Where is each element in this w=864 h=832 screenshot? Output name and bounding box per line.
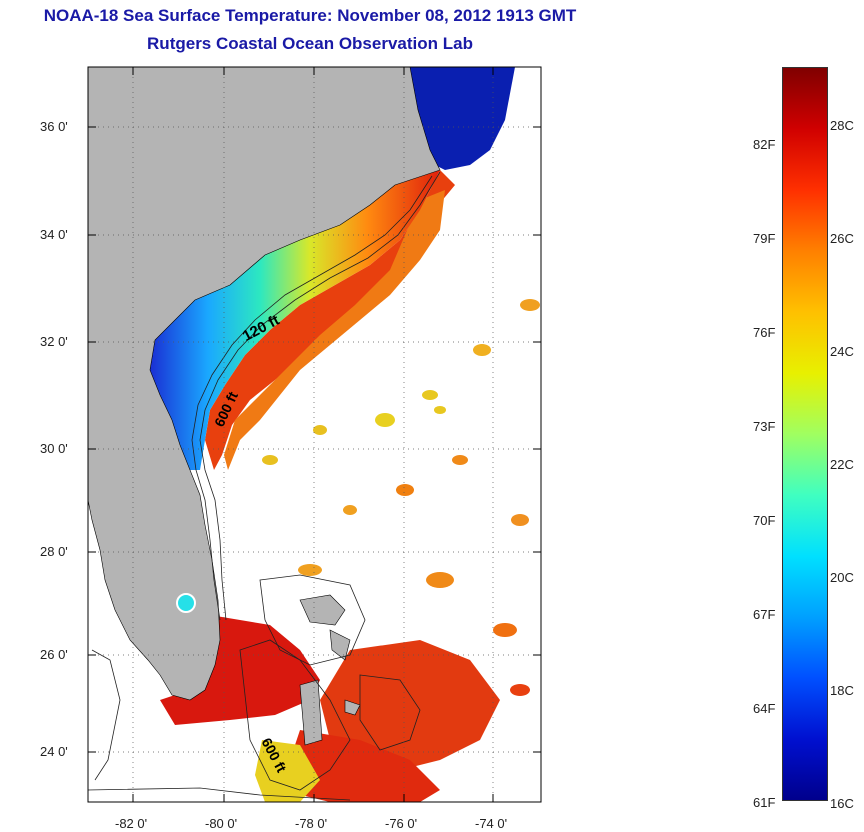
colorbar-c-18: 18C [830,683,854,698]
gulf-stream-water [205,170,455,470]
lat-label-24: 24 0' [40,744,68,759]
land-mainland [88,67,441,701]
colorbar-f-61: 61F [753,795,776,810]
florida-straits-water [160,615,320,725]
lat-label-34: 34 0' [40,227,68,242]
lon-label-78: -78 0' [295,816,328,831]
colorbar-c-24: 24C [830,344,854,359]
cloud-gap-patches [262,299,540,696]
lat-label-26: 26 0' [40,647,68,662]
colorbar-c-26: 26C [830,231,854,246]
isobath-contours [88,171,441,801]
colorbar-f-67: 67F [753,607,776,622]
colorbar-c-16: 16C [830,796,854,811]
keys-yellow-water [255,740,320,802]
colorbar-c-28: 28C [830,118,854,133]
colorbar-c-20: 20C [830,570,854,585]
lon-label-76: -76 0' [385,816,418,831]
axis-ticks [88,67,541,802]
pamlico-cold-water [410,67,515,170]
lat-label-36: 36 0' [40,119,68,134]
coastal-cold-band [150,170,440,470]
lon-label-80: -80 0' [205,816,238,831]
map-title: NOAA-18 Sea Surface Temperature: Novembe… [43,6,577,25]
colorbar-c-22: 22C [830,457,854,472]
sst-colorbar [782,67,828,801]
lake-okeechobee [176,593,196,613]
colorbar-f-79: 79F [753,231,776,246]
colorbar-f-70: 70F [753,513,776,528]
bahamas-warm-water [320,640,500,770]
lon-label-82: -82 0' [115,816,148,831]
lon-label-74: -74 0' [475,816,508,831]
gulf-stream-orange [224,190,445,470]
map-subtitle: Rutgers Coastal Ocean Observation Lab [147,34,473,53]
lat-lon-grid [88,67,541,802]
cuba-north-warm-water [280,730,440,802]
colorbar-f-76: 76F [753,325,776,340]
bahamas-islands [299,594,361,746]
colorbar-f-73: 73F [753,419,776,434]
lat-label-30: 30 0' [40,441,68,456]
lat-label-28: 28 0' [40,544,68,559]
colorbar-f-64: 64F [753,701,776,716]
colorbar-f-82: 82F [753,137,776,152]
lat-label-32: 32 0' [40,334,68,349]
